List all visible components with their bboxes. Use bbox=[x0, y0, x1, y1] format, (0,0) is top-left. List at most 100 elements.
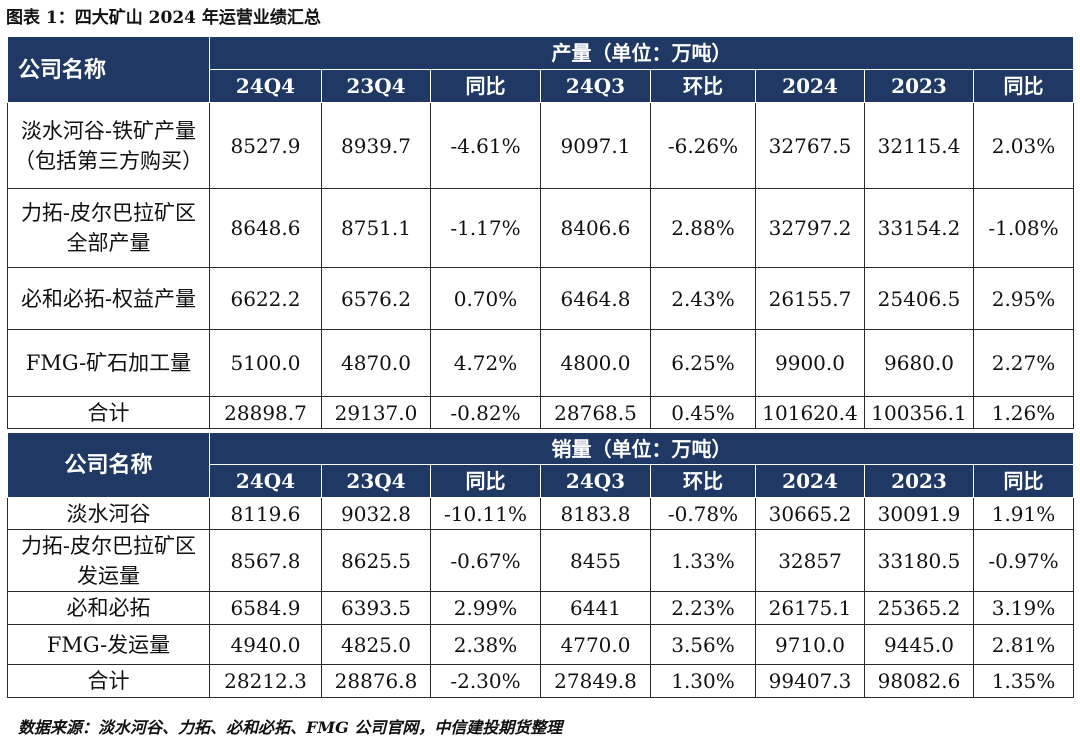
table-cell: 27849.8 bbox=[540, 664, 651, 698]
table-cell: 6576.2 bbox=[321, 267, 431, 330]
table-row: 淡水河谷 8119.6 9032.8 -10.11% 8183.8 -0.78%… bbox=[7, 497, 1074, 530]
table-cell: 32857 bbox=[755, 529, 865, 592]
table-cell: -1.17% bbox=[430, 188, 541, 268]
table-cell: 9900.0 bbox=[755, 329, 865, 397]
table-cell: 0.45% bbox=[650, 396, 756, 429]
table-cell: 1.30% bbox=[650, 664, 756, 698]
table-cell: 2.88% bbox=[650, 188, 756, 268]
table-cell: 6393.5 bbox=[321, 591, 431, 625]
table-cell: 28212.3 bbox=[209, 664, 322, 698]
column-header: 24Q4 bbox=[209, 464, 322, 498]
table-cell: 3.19% bbox=[973, 591, 1074, 625]
sales-header-row: 公司名称 销量（单位：万吨） bbox=[7, 432, 1074, 498]
column-header: 2024 bbox=[755, 69, 865, 103]
table-cell: 8939.7 bbox=[321, 102, 431, 189]
column-header: 2023 bbox=[864, 69, 974, 103]
source-note: 数据来源：淡水河谷、力拓、必和必拓、FMG 公司官网，中信建投期货整理 bbox=[18, 718, 563, 737]
row-company-name: FMG-发运量 bbox=[7, 624, 210, 665]
table-cell: 30665.2 bbox=[755, 497, 865, 530]
table-cell: 100356.1 bbox=[864, 396, 974, 429]
table-cell: 9097.1 bbox=[540, 102, 651, 189]
table-cell: 28768.5 bbox=[540, 396, 651, 429]
table-cell: -1.08% bbox=[973, 188, 1074, 268]
row-company-name: 必和必拓 bbox=[7, 591, 210, 625]
table-cell: 26175.1 bbox=[755, 591, 865, 625]
table-cell: -0.97% bbox=[973, 529, 1074, 592]
table-cell: 5100.0 bbox=[209, 329, 322, 397]
table-cell: 25365.2 bbox=[864, 591, 974, 625]
column-header: 23Q4 bbox=[321, 464, 431, 498]
row-company-name: 合计 bbox=[7, 396, 210, 429]
column-header: 2023 bbox=[864, 464, 974, 498]
table-cell: 4770.0 bbox=[540, 624, 651, 665]
table-cell: 4870.0 bbox=[321, 329, 431, 397]
table-cell: 4825.0 bbox=[321, 624, 431, 665]
table-cell: 29137.0 bbox=[321, 396, 431, 429]
row-company-name: FMG-矿石加工量 bbox=[7, 329, 210, 397]
table-cell: 32797.2 bbox=[755, 188, 865, 268]
table-cell: 25406.5 bbox=[864, 267, 974, 330]
table-cell: -10.11% bbox=[430, 497, 541, 530]
column-header: 2024 bbox=[755, 464, 865, 498]
figure-title: 图表 1：四大矿山 2024 年运营业绩汇总 bbox=[6, 8, 321, 28]
table-cell: -6.26% bbox=[650, 102, 756, 189]
table-cell: 3.56% bbox=[650, 624, 756, 665]
row-company-name: 力拓-皮尔巴拉矿区发运量 bbox=[7, 529, 210, 592]
table-cell: 28876.8 bbox=[321, 664, 431, 698]
column-header: 24Q3 bbox=[540, 69, 651, 103]
table-cell: 4800.0 bbox=[540, 329, 651, 397]
table-row: 力拓-皮尔巴拉矿区全部产量 8648.6 8751.1 -1.17% 8406.… bbox=[7, 188, 1074, 268]
row-company-name: 合计 bbox=[7, 664, 210, 698]
table-cell: 2.43% bbox=[650, 267, 756, 330]
column-header: 23Q4 bbox=[321, 69, 431, 103]
table-cell: 8119.6 bbox=[209, 497, 322, 530]
sales-company-header: 公司名称 bbox=[7, 432, 210, 498]
table-cell: 1.35% bbox=[973, 664, 1074, 698]
table-cell: 8648.6 bbox=[209, 188, 322, 268]
sales-group-header: 销量（单位：万吨） bbox=[209, 432, 1074, 465]
table-cell: 1.26% bbox=[973, 396, 1074, 429]
table-cell: 8625.5 bbox=[321, 529, 431, 592]
table-cell: 4940.0 bbox=[209, 624, 322, 665]
table-cell: 6622.2 bbox=[209, 267, 322, 330]
table-cell: 9680.0 bbox=[864, 329, 974, 397]
table-row: 必和必拓-权益产量 6622.2 6576.2 0.70% 6464.8 2.4… bbox=[7, 267, 1074, 330]
table-cell: -4.61% bbox=[430, 102, 541, 189]
table-cell: 6584.9 bbox=[209, 591, 322, 625]
table-cell: 99407.3 bbox=[755, 664, 865, 698]
row-company-name: 淡水河谷 bbox=[7, 497, 210, 530]
table-cell: 2.03% bbox=[973, 102, 1074, 189]
row-company-name: 必和必拓-权益产量 bbox=[7, 267, 210, 330]
production-company-header: 公司名称 bbox=[7, 36, 210, 103]
table-cell: 2.38% bbox=[430, 624, 541, 665]
production-group-header: 产量（单位：万吨） bbox=[209, 36, 1074, 70]
production-header-row: 公司名称 产量（单位：万吨） bbox=[7, 36, 1074, 103]
table-cell: 8183.8 bbox=[540, 497, 651, 530]
table-cell: 9445.0 bbox=[864, 624, 974, 665]
total-row: 合计 28898.7 29137.0 -0.82% 28768.5 0.45% … bbox=[7, 396, 1074, 429]
table-cell: 98082.6 bbox=[864, 664, 974, 698]
table-cell: 33180.5 bbox=[864, 529, 974, 592]
table-cell: 32115.4 bbox=[864, 102, 974, 189]
table-cell: 8567.8 bbox=[209, 529, 322, 592]
table-cell: -0.78% bbox=[650, 497, 756, 530]
column-header: 24Q4 bbox=[209, 69, 322, 103]
table-row: FMG-矿石加工量 5100.0 4870.0 4.72% 4800.0 6.2… bbox=[7, 329, 1074, 397]
table-cell: 6.25% bbox=[650, 329, 756, 397]
table-row: FMG-发运量 4940.0 4825.0 2.38% 4770.0 3.56%… bbox=[7, 624, 1074, 665]
table-cell: 2.81% bbox=[973, 624, 1074, 665]
table-cell: 101620.4 bbox=[755, 396, 865, 429]
table-cell: 8751.1 bbox=[321, 188, 431, 268]
production-columns-row: 24Q4 23Q4 同比 24Q3 环比 2024 2023 同比 bbox=[8, 69, 1074, 103]
table-cell: 28898.7 bbox=[209, 396, 322, 429]
column-header: 环比 bbox=[650, 69, 756, 103]
column-header: 24Q3 bbox=[540, 464, 651, 498]
table-cell: 2.23% bbox=[650, 591, 756, 625]
table-cell: -2.30% bbox=[430, 664, 541, 698]
sales-table: 公司名称 销量（单位：万吨） 24Q4 23Q4 同比 24Q3 环比 2024… bbox=[7, 432, 1074, 698]
table-cell: 8455 bbox=[540, 529, 651, 592]
table-cell: 33154.2 bbox=[864, 188, 974, 268]
table-cell: 6441 bbox=[540, 591, 651, 625]
table-cell: 0.70% bbox=[430, 267, 541, 330]
column-header: 环比 bbox=[650, 464, 756, 498]
